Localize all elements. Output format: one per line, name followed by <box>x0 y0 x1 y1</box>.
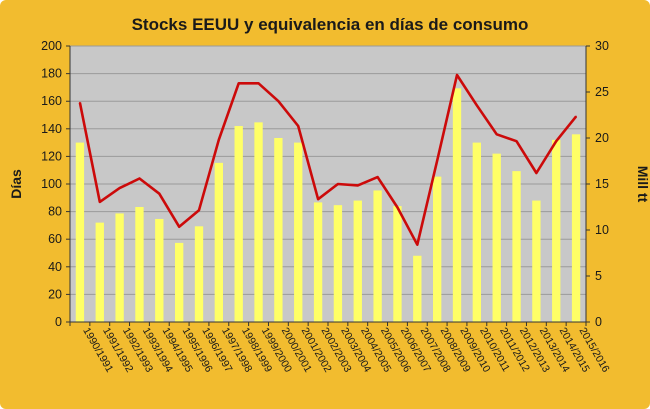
line-point <box>356 184 359 187</box>
y-left-tick-label: 140 <box>41 122 62 136</box>
bar <box>333 205 343 322</box>
plot-area <box>70 45 586 323</box>
line-point <box>555 140 558 143</box>
bar <box>452 88 462 322</box>
y-left-tick-label: 160 <box>41 94 62 108</box>
bar <box>155 218 164 322</box>
line-point <box>297 125 300 127</box>
line-point <box>495 133 498 136</box>
y-right-tick-label: 5 <box>595 269 602 283</box>
y-right-tick-label: 15 <box>595 177 609 191</box>
y-left-tick-label: 180 <box>41 67 62 81</box>
line-point <box>416 243 419 246</box>
bar <box>492 153 501 322</box>
line-point <box>218 139 220 141</box>
bar <box>254 122 263 322</box>
y-left-tick-label: 120 <box>41 149 62 163</box>
line-point <box>575 115 577 118</box>
line-point <box>118 187 121 189</box>
y-left-tick-label: 100 <box>41 177 62 191</box>
chart-title: Stocks EEUU y equivalencia en días de co… <box>132 15 529 34</box>
bar <box>571 134 581 322</box>
bar <box>413 255 422 322</box>
bar <box>294 142 303 322</box>
line-point <box>178 225 180 228</box>
line-point <box>515 140 518 143</box>
bar <box>75 142 85 322</box>
bar <box>135 207 144 322</box>
y-right-tick-label: 20 <box>595 131 609 145</box>
line-point <box>198 209 200 212</box>
bar <box>95 222 104 322</box>
y-right-tick-label: 0 <box>595 315 602 329</box>
line-point <box>79 101 81 104</box>
bar <box>532 200 541 322</box>
y-right-tick-label: 25 <box>595 85 609 99</box>
bar <box>512 171 521 322</box>
y-left-tick-label: 200 <box>41 39 62 53</box>
line-point <box>277 100 280 102</box>
bar <box>432 176 442 322</box>
bar <box>115 213 124 322</box>
line-point <box>317 198 319 200</box>
line-point <box>376 176 379 178</box>
line-point <box>456 74 458 76</box>
y-right-label: Mill tt <box>635 166 650 203</box>
y-left-tick-label: 60 <box>48 232 62 246</box>
line-point <box>98 201 101 203</box>
x-axis: 1990/19911991/19921992/19931993/19941994… <box>69 321 612 375</box>
line-point <box>535 172 538 174</box>
line-point <box>396 206 399 209</box>
left-axis: 0 20 40 60 80 100 120 140 160 180 200 <box>41 39 71 329</box>
line-point <box>257 82 260 85</box>
y-left-tick-label: 20 <box>48 287 62 301</box>
bar <box>194 226 204 322</box>
bar <box>373 190 382 322</box>
bar <box>174 242 184 322</box>
y-left-tick-label: 40 <box>48 260 62 274</box>
bar <box>472 142 482 322</box>
bar <box>313 202 323 322</box>
y-left-tick-label: 80 <box>48 205 62 219</box>
right-axis: 0 5 10 15 20 25 30 <box>585 39 609 329</box>
bar <box>353 200 362 322</box>
bar <box>274 138 283 322</box>
line-point <box>476 104 478 107</box>
y-right-tick-label: 30 <box>595 39 609 53</box>
line-point <box>158 192 161 195</box>
line-point <box>337 183 339 185</box>
bar <box>393 206 402 322</box>
line-point <box>436 159 438 162</box>
bar <box>234 126 243 322</box>
y-left-tick-label: 0 <box>55 315 62 329</box>
bar <box>552 139 561 322</box>
line-point <box>237 82 240 85</box>
bar <box>214 162 224 322</box>
line-point <box>138 177 141 180</box>
line-series <box>78 73 578 246</box>
y-left-label: Días <box>8 169 24 199</box>
y-right-tick-label: 10 <box>595 223 609 237</box>
